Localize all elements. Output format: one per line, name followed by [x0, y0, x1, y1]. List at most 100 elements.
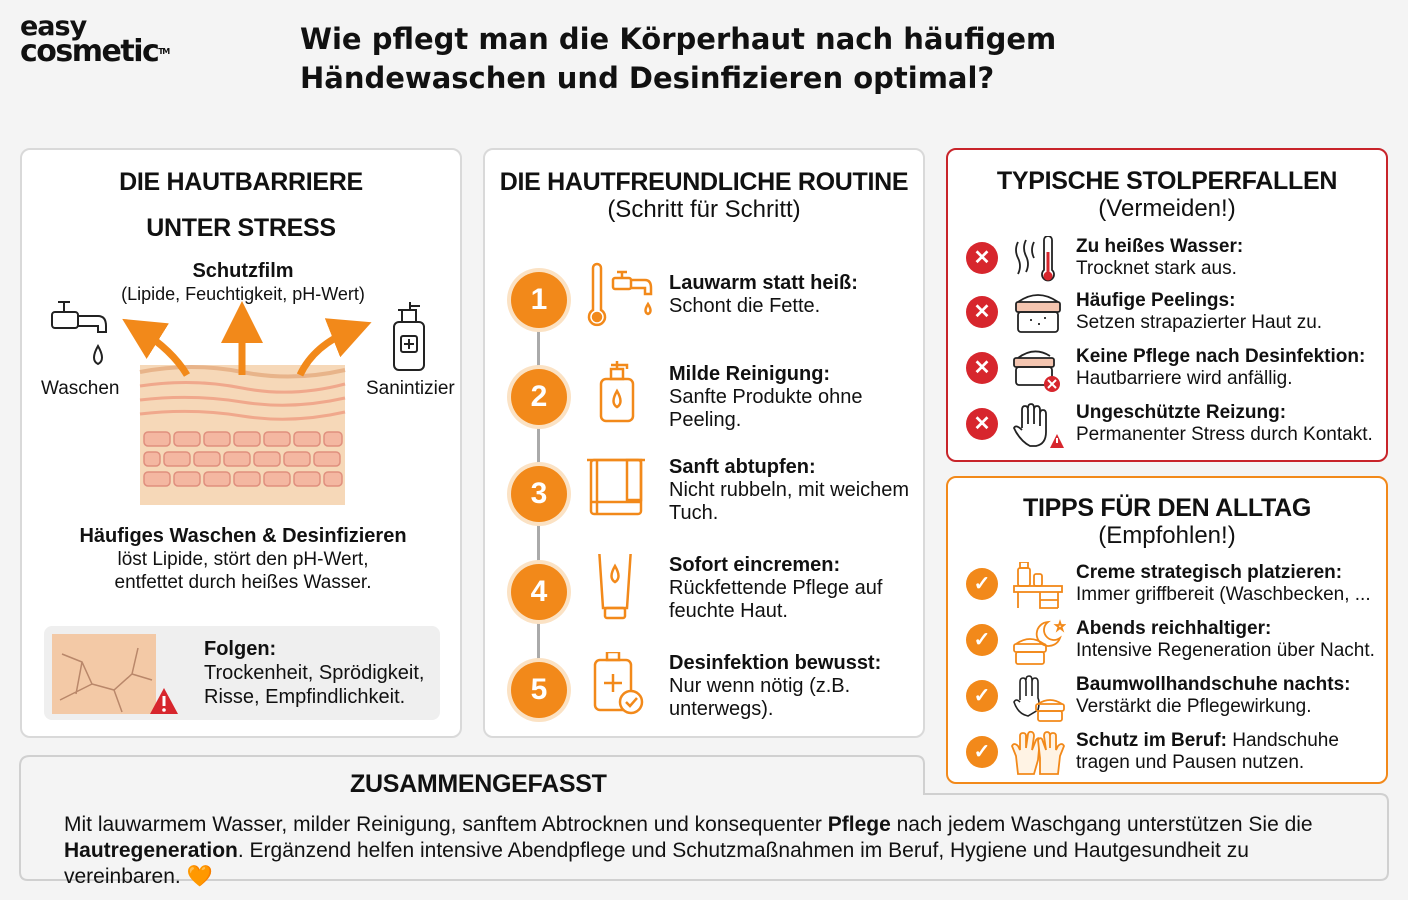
tip-body: Verstärkt die Pflegewirkung.: [1076, 696, 1312, 717]
check-icon: ✓: [966, 624, 998, 656]
scrub-jar-icon: [1015, 294, 1061, 333]
step-3: 3 Sanft abtupfen: Nicht rubbeln, mit wei…: [485, 456, 925, 546]
wash-label: Waschen: [41, 378, 120, 399]
consequence-title: Folgen:: [204, 638, 277, 660]
summary-body: Mit lauwarmem Wasser, milder Reinigung, …: [64, 812, 1364, 890]
sanitizer-icon: [393, 302, 425, 371]
pitfall-title: Häufige Peelings:: [1076, 290, 1236, 311]
step-body: Rückfettende Pflege auf feuchte Haut.: [669, 577, 883, 622]
film-title: Schutzfilm: [192, 260, 294, 282]
tip-title: Abends reichhaltiger:: [1076, 618, 1272, 639]
stress-title: Häufiges Waschen & Desinfizieren: [79, 525, 407, 547]
cream-tube-icon: [598, 554, 632, 620]
brand-logo: easy cosmeticTM: [20, 11, 170, 67]
brand-line1: easy: [20, 11, 87, 42]
tip-item: ✓ Abends reichhaltiger: Intensive Regene…: [948, 618, 1388, 670]
step-number: 5: [511, 662, 567, 718]
step-body: Nur wenn nötig (z.B. unterwegs).: [669, 675, 851, 720]
tip-body: Immer griffbereit (Waschbecken, ...: [1076, 584, 1371, 605]
faucet-icon: [51, 301, 107, 366]
barrier-title-1: DIE HAUTBARRIERE: [119, 168, 363, 196]
step-body: Sanfte Produkte ohne Peeling.: [669, 386, 863, 431]
sanitizer-label: Sanintizier: [366, 378, 455, 399]
film-sub: (Lipide, Feuchtigkeit, pH-Wert): [121, 284, 365, 304]
routine-title: DIE HAUTFREUNDLICHE ROUTINE: [499, 168, 909, 196]
step-5: 5 Desinfektion bewusst: Nur wenn nötig (…: [485, 652, 925, 742]
pitfall-body: Trocknet stark aus.: [1076, 258, 1237, 279]
step-number: 2: [511, 369, 567, 425]
step-title: Desinfektion bewusst:: [669, 652, 882, 674]
soap-dispenser-icon: [599, 361, 635, 423]
barrier-title-2: UNTER STRESS: [146, 214, 336, 242]
cross-icon: ✕: [966, 242, 998, 274]
towel-icon: [587, 458, 645, 516]
stress-body: löst Lipide, stört den pH-Wert, entfette…: [114, 549, 372, 593]
washbasin-cream-icon: [1013, 562, 1063, 609]
tips-subtitle: (Empfohlen!): [1098, 522, 1236, 549]
barrier-panel: DIE HAUTBARRIERE UNTER STRESS: [20, 148, 462, 738]
brand-line2: cosmetic: [20, 34, 160, 69]
tip-title-bold: Schutz im Beruf:: [1076, 730, 1227, 751]
step-title: Lauwarm statt heiß:: [669, 272, 858, 294]
cotton-glove-icon: [1013, 675, 1065, 722]
heart-icon: 🧡: [186, 865, 213, 888]
pitfall-body: Hautbarriere wird anfällig.: [1076, 368, 1293, 389]
summary-text-2: nach jedem Waschgang unterstützen Sie di…: [890, 813, 1313, 836]
consequence-box: Folgen: Trockenheit, Sprödigkeit, Risse,…: [44, 626, 440, 720]
summary-bold-1: Pflege: [827, 813, 891, 836]
pitfalls-subtitle: (Vermeiden!): [1098, 195, 1236, 222]
tips-title: TIPPS FÜR DEN ALLTAG: [1023, 494, 1311, 522]
step-title: Sanft abtupfen:: [669, 456, 816, 478]
pitfall-item: ✕ Ungeschützte Reizung: Permanenter Stre…: [948, 402, 1388, 454]
cross-icon: ✕: [966, 408, 998, 440]
consequence-body: Trockenheit, Sprödigkeit, Risse, Empfind…: [204, 662, 425, 708]
night-cream-icon: [1013, 619, 1066, 665]
page-title: Wie pflegt man die Körperhaut nach häufi…: [300, 22, 1057, 95]
step-title: Milde Reinigung:: [669, 363, 831, 385]
tip-body: Intensive Regeneration über Nacht.: [1076, 640, 1375, 661]
step-4: 4 Sofort eincremen: Rückfettende Pflege …: [485, 554, 925, 644]
tip-item: ✓ Baumwollhandschuhe nachts: Verstärkt d…: [948, 674, 1388, 726]
step-number: 3: [511, 466, 567, 522]
step-number: 4: [511, 564, 567, 620]
cross-icon: ✕: [966, 352, 998, 384]
summary-text-1: Mit lauwarmem Wasser, milder Reinigung, …: [64, 813, 828, 836]
pitfall-title: Keine Pflege nach Desinfektion:: [1076, 346, 1366, 367]
routine-subtitle: (Schritt für Schritt): [607, 196, 801, 223]
pitfall-title: Ungeschützte Reizung:: [1076, 402, 1287, 423]
pitfalls-panel: TYPISCHE STOLPERFALLEN (Vermeiden!) ✕ Zu…: [946, 148, 1388, 462]
pitfall-title: Zu heißes Wasser:: [1076, 236, 1244, 257]
pitfall-item: ✕ Zu heißes Wasser: Trocknet stark aus.: [948, 236, 1388, 288]
sanitizer-check-icon: [593, 652, 644, 715]
tip-title: Creme strategisch platzieren:: [1076, 562, 1343, 583]
brand-tm: TM: [158, 47, 170, 56]
skin-layers-illustration: [51, 301, 425, 505]
step-number: 1: [511, 272, 567, 328]
hand-warning-icon: [1012, 403, 1064, 448]
thermometer-faucet-icon: [587, 262, 653, 327]
step-body: Schont die Fette.: [669, 295, 821, 317]
pitfall-body: Permanenter Stress durch Kontakt.: [1076, 424, 1373, 445]
tips-panel: TIPPS FÜR DEN ALLTAG (Empfohlen!) ✓ Crem…: [946, 476, 1388, 784]
check-icon: ✓: [966, 680, 998, 712]
routine-panel: DIE HAUTFREUNDLICHE ROUTINE (Schritt für…: [483, 148, 925, 738]
cream-jar-cross-icon: [1013, 350, 1060, 392]
pitfall-item: ✕ Häufige Peelings: Setzen strapazierter…: [948, 290, 1388, 342]
summary-title: ZUSAMMENGEFASST: [350, 770, 607, 798]
pitfalls-title: TYPISCHE STOLPERFALLEN: [996, 167, 1338, 195]
check-icon: ✓: [966, 568, 998, 600]
step-title: Sofort eincremen:: [669, 554, 841, 576]
tip-title: Baumwollhandschuhe nachts:: [1076, 674, 1351, 695]
pitfall-item: ✕ Keine Pflege nach Desinfektion: Hautba…: [948, 346, 1388, 398]
step-1: 1 Lauwarm statt heiß: Schont die Fette.: [485, 262, 925, 352]
hot-water-icon: [1015, 236, 1055, 282]
tip-item: ✓ Creme strategisch platzieren: Immer gr…: [948, 562, 1388, 614]
summary-text-3: . Ergänzend helfen intensive Abendpflege…: [64, 839, 1249, 888]
step-body: Nicht rubbeln, mit weichem Tuch.: [669, 479, 910, 524]
step-2: 2 Milde Reinigung: Sanfte Produkte ohne …: [485, 359, 925, 449]
cracked-skin-icon: [52, 634, 178, 714]
tip-title-rest: Handschuhe: [1226, 730, 1339, 751]
pitfall-body: Setzen strapazierter Haut zu.: [1076, 312, 1323, 333]
tip-title: Schutz im Beruf: Handschuhe: [1076, 730, 1339, 752]
cross-icon: ✕: [966, 296, 998, 328]
